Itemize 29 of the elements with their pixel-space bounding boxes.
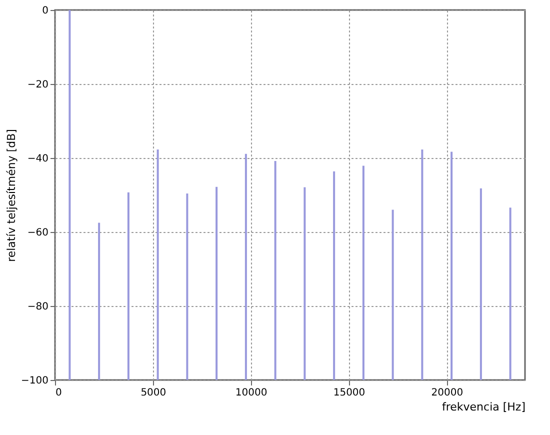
x-tick-label: 0 — [56, 388, 62, 398]
bar — [480, 188, 482, 380]
bar — [304, 187, 306, 380]
bar — [216, 186, 218, 380]
bar — [98, 222, 100, 380]
x-tick-label: 10000 — [235, 388, 268, 398]
x-tick-label: 20000 — [431, 388, 464, 398]
y-tick-label: −40 — [27, 154, 48, 164]
bar — [421, 149, 424, 380]
bar — [509, 208, 512, 380]
x-tick-label: 5000 — [140, 388, 166, 398]
x-axis-title: frekvencia [Hz] — [442, 400, 526, 414]
bar — [392, 210, 394, 380]
y-tick-label: −80 — [27, 302, 48, 312]
bar — [127, 192, 130, 380]
bar — [68, 10, 71, 380]
bar — [333, 171, 336, 380]
y-axis-title: relatív teljesítmény [dB] — [5, 129, 18, 262]
bar — [156, 149, 159, 380]
x-tick-label: 15000 — [333, 388, 366, 398]
bar — [362, 166, 364, 380]
y-tick-label: −60 — [27, 228, 48, 238]
bar — [274, 160, 276, 380]
bar — [186, 194, 188, 380]
y-tick-label: −100 — [21, 376, 48, 386]
bar — [450, 152, 453, 380]
y-tick-label: 0 — [42, 6, 48, 16]
y-tick-label: −20 — [27, 80, 48, 90]
bar — [244, 154, 247, 380]
